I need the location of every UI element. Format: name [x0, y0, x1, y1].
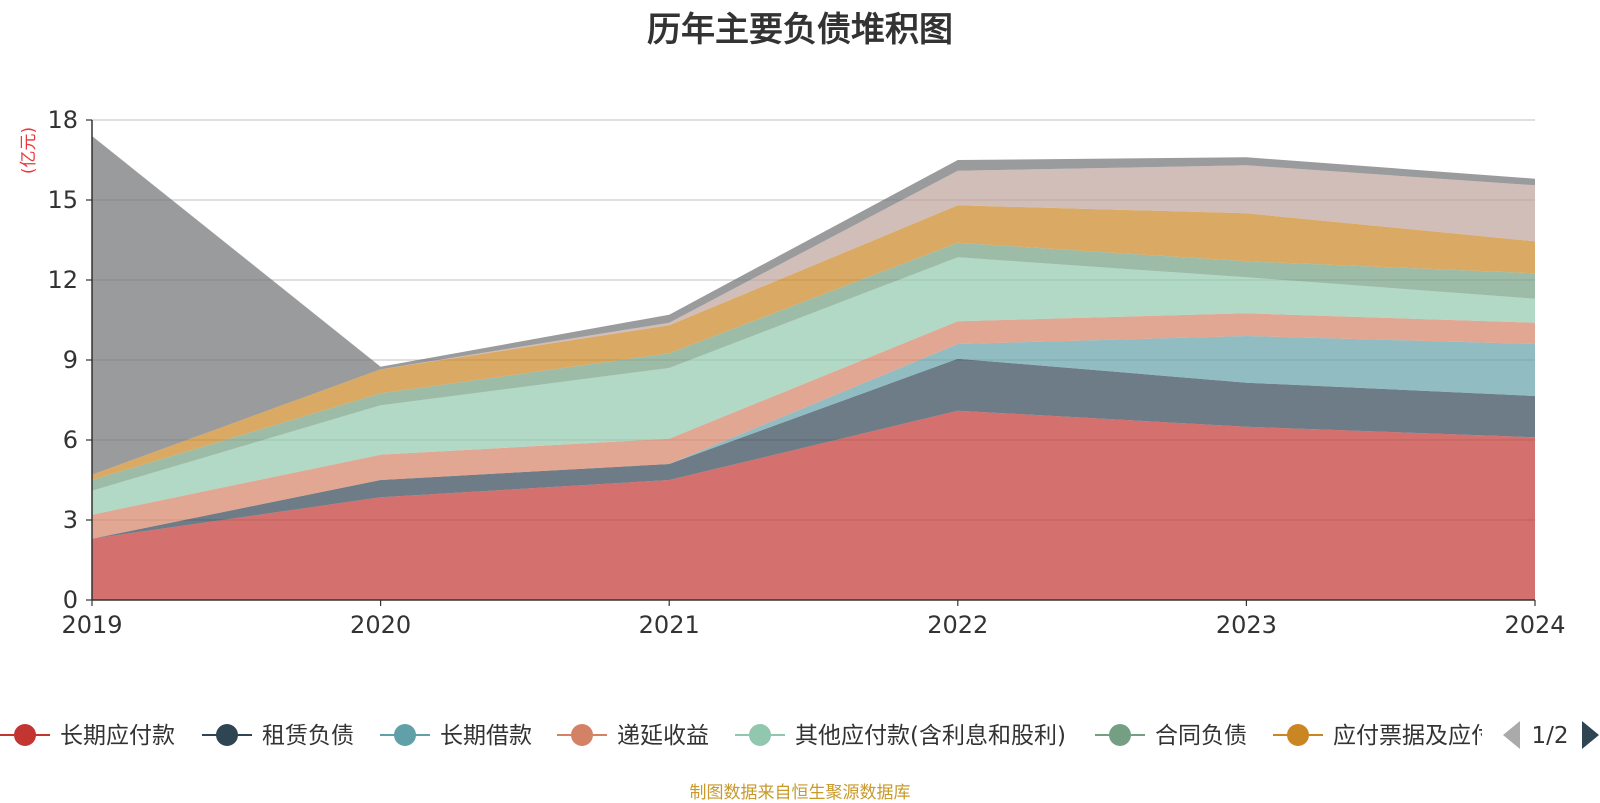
legend-label: 长期应付款 [60, 723, 175, 749]
legend-next-page-icon[interactable] [1582, 721, 1599, 749]
legend-item[interactable]: 租赁负债 [202, 723, 354, 749]
y-tick-label: 6 [63, 426, 78, 454]
area-series-4[interactable] [92, 257, 1535, 515]
legend-dot-icon [749, 724, 771, 746]
legend-label: 其他应付款(含利息和股利) [795, 723, 1066, 749]
legend-prev-page-icon[interactable] [1503, 721, 1520, 749]
area-series-7[interactable] [92, 165, 1535, 475]
y-tick-label: 18 [47, 106, 78, 134]
y-tick-label: 0 [63, 586, 78, 614]
x-tick-label: 2022 [927, 611, 988, 639]
x-tick-label: 2024 [1504, 611, 1565, 639]
legend-label: 长期借款 [440, 723, 532, 749]
legend-label: 应付票据及应付账款 [1333, 723, 1540, 749]
x-tick-label: 2023 [1216, 611, 1277, 639]
y-tick-label: 15 [47, 186, 78, 214]
area-layer [92, 136, 1535, 600]
legend-dot-icon [14, 724, 36, 746]
legend-dot-icon [571, 724, 593, 746]
legend-item[interactable]: 应付票据及应付账款 [1273, 723, 1540, 749]
y-tick-label: 9 [63, 346, 78, 374]
axis-layer: 0 3 6 9 12 15 18 2019 2020 2021 2022 2023 2024 [47, 106, 1565, 639]
legend-label: 合同负债 [1155, 723, 1247, 749]
data-source-note: 制图数据来自恒生聚源数据库 [689, 783, 911, 803]
area-series-8[interactable] [92, 136, 1535, 475]
legend-label: 递延收益 [617, 723, 709, 749]
legend-items: 长期应付款 租赁负债 长期借款 递延收益 其他应付款(含利息和股利) 合同负债 应付票据及应… [0, 723, 1540, 749]
area-series-2[interactable] [92, 336, 1535, 539]
x-tick-label: 2019 [61, 611, 122, 639]
legend-dot-icon [1287, 724, 1309, 746]
y-tick-label: 3 [63, 506, 78, 534]
area-series-6[interactable] [92, 205, 1535, 481]
legend-page-indicator: 1/2 [1531, 723, 1568, 749]
legend-label: 租赁负债 [262, 723, 354, 749]
legend-dot-icon [216, 724, 238, 746]
area-series-5[interactable] [92, 242, 1535, 491]
x-tick-label: 2020 [350, 611, 411, 639]
legend-item[interactable]: 其他应付款(含利息和股利) [735, 723, 1066, 749]
area-series-0[interactable] [92, 410, 1535, 600]
legend: 长期应付款 租赁负债 长期借款 递延收益 其他应付款(含利息和股利) 合同负债 应付票据及应… [0, 721, 1599, 749]
legend-item[interactable]: 长期应付款 [0, 723, 175, 749]
x-tick-label: 2021 [639, 611, 700, 639]
y-tick-label: 12 [47, 266, 78, 294]
area-series-3[interactable] [92, 313, 1535, 539]
legend-dot-icon [394, 724, 416, 746]
legend-item[interactable]: 合同负债 [1095, 723, 1247, 749]
legend-item[interactable]: 长期借款 [380, 723, 532, 749]
legend-item[interactable]: 递延收益 [557, 723, 709, 749]
chart-title: 历年主要负债堆积图 [647, 10, 953, 50]
legend-dot-icon [1109, 724, 1131, 746]
area-series-1[interactable] [92, 358, 1535, 539]
